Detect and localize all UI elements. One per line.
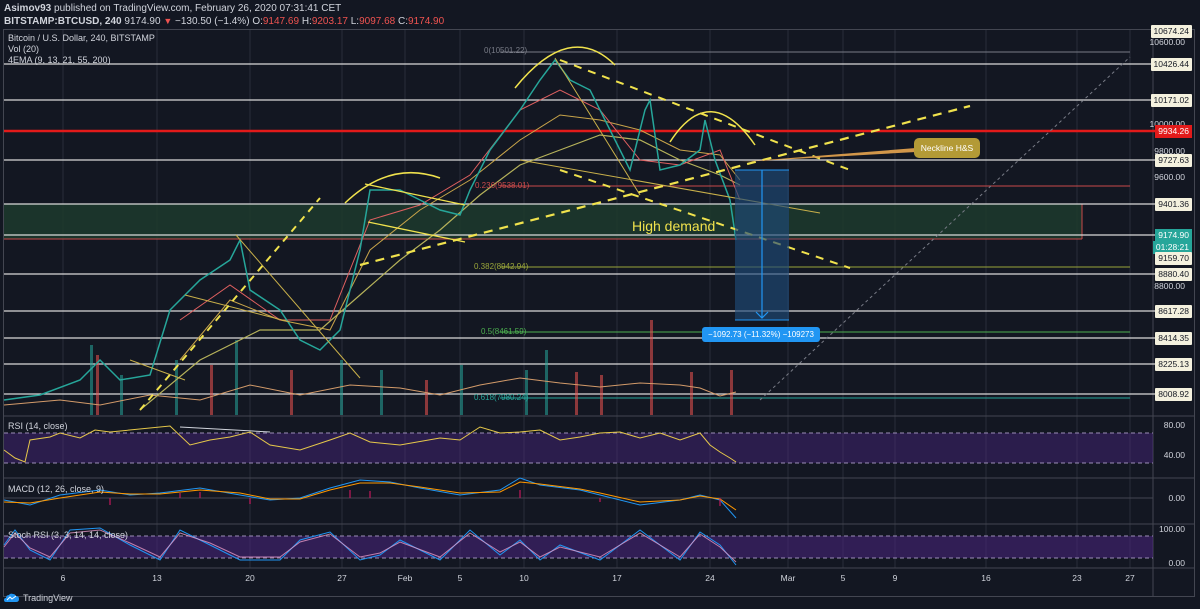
time-tick-label: 16 (981, 573, 991, 583)
price-path (3, 58, 737, 401)
price-label: 10426.44 (1150, 58, 1192, 71)
time-tick-label: 5 (840, 573, 846, 583)
time-tick-label: 23 (1072, 573, 1082, 583)
price-label: 10674.24 (1150, 25, 1192, 38)
chart-legend: Bitcoin / U.S. Dollar, 240, BITSTAMP Vol… (8, 33, 155, 66)
time-tick-label: 9 (892, 573, 898, 583)
stoch-d-line (3, 529, 737, 563)
tradingview-branding[interactable]: TradingView (4, 593, 73, 603)
published-text: published on TradingView.com, February 2… (54, 3, 342, 14)
fib-0-label: 0(10501.22) (484, 46, 528, 55)
last-price: 9174.90 (124, 16, 161, 27)
indicator-axis-label: 100.00 (1159, 524, 1185, 534)
high-demand-label[interactable]: High demand (632, 218, 716, 234)
volume-bars (90, 320, 733, 415)
ema-200-line (139, 134, 741, 411)
neckline-pointer (740, 148, 916, 162)
price-label: 8225.13 (1155, 358, 1192, 371)
price-label: 8800.00 (1154, 281, 1185, 291)
price-label: 9800.00 (1154, 146, 1185, 156)
trendlines[interactable] (129, 46, 971, 411)
price-label: 9159.70 (1155, 252, 1192, 265)
chart-frame[interactable] (3, 29, 1195, 597)
high-demand-zone[interactable] (4, 204, 1082, 239)
price-label: 10000.00 (1149, 119, 1185, 129)
projection-line (759, 56, 1131, 401)
price-label: 9727.63 (1155, 154, 1192, 167)
price-label: 01:28:21 (1152, 241, 1192, 254)
price-label: 10171.02 (1150, 94, 1192, 107)
ema-legend[interactable]: 4EMA (9, 13, 21, 55, 200) (8, 55, 111, 65)
vol-legend[interactable]: Vol (20) (8, 44, 40, 54)
price-label: 9174.90 (1155, 229, 1192, 242)
indicator-axis-label: 0.00 (1168, 493, 1185, 503)
open-value: 9147.69 (262, 16, 300, 27)
fib-0236-label: 0.236(9538.01) (475, 181, 530, 190)
price-label: 8617.28 (1155, 305, 1192, 318)
price-change: −130.50 (−1.4%) (175, 16, 250, 27)
down-triangle-icon: ▼ (163, 16, 173, 26)
indicator-axis-label: 0.00 (1168, 558, 1185, 568)
fib-0618-label: 0.618(7980.24) (474, 393, 529, 402)
author-name[interactable]: Asimov93 (4, 3, 52, 14)
vertical-grid (62, 30, 1131, 568)
time-tick-label: Mar (780, 573, 796, 583)
tradingview-cloud-icon (4, 593, 19, 602)
indicator-axis-label: 80.00 (1163, 420, 1185, 430)
fib-0382-label: 0.382(8942.94) (474, 262, 529, 271)
neckline-hs-callout[interactable]: Neckline H&S (914, 138, 980, 158)
macd-legend[interactable]: MACD (12, 26, close, 9) (8, 484, 105, 494)
rsi-divergence-line (179, 426, 271, 433)
high-value: 9203.17 (311, 16, 348, 27)
time-tick-label: 10 (519, 573, 529, 583)
tradingview-logo-text: TradingView (23, 593, 73, 603)
price-label: 9401.36 (1155, 198, 1192, 211)
fib-05-label: 0.5(8461.59) (481, 327, 527, 336)
price-label: 8880.40 (1155, 268, 1192, 281)
rsi-band (4, 433, 1153, 463)
publish-header: Asimov93 published on TradingView.com, F… (4, 3, 445, 27)
macd-histogram (109, 490, 721, 506)
time-tick-label: 24 (705, 573, 715, 583)
price-label: 9934.26 (1155, 125, 1192, 138)
time-tick-label: 17 (612, 573, 622, 583)
stoch-k-line (3, 527, 737, 566)
close-value: 9174.90 (408, 16, 445, 27)
price-label: 8414.35 (1155, 332, 1192, 345)
time-tick-label: 13 (152, 573, 162, 583)
time-tick-label: Feb (397, 573, 413, 583)
chart-title[interactable]: Bitcoin / U.S. Dollar, 240, BITSTAMP (8, 33, 155, 43)
time-tick-label: 20 (245, 573, 255, 583)
price-label: 10600.00 (1149, 37, 1185, 47)
rsi-legend[interactable]: RSI (14, close) (8, 421, 68, 431)
macd-line (3, 477, 737, 519)
time-tick-label: 27 (337, 573, 347, 583)
low-value: 9097.68 (359, 16, 396, 27)
rsi-line (3, 425, 737, 463)
pane-separators (4, 415, 1194, 569)
stoch-band (4, 536, 1153, 558)
price-label: 8008.92 (1155, 388, 1192, 401)
price-label: 9600.00 (1154, 172, 1185, 182)
macd-signal-line (3, 481, 737, 511)
time-tick-label: 6 (60, 573, 66, 583)
volume-ma-line (3, 377, 737, 406)
symbol-label: BITSTAMP:BTCUSD, 240 (4, 16, 122, 27)
time-tick-label: 27 (1125, 573, 1135, 583)
measure-label[interactable]: −1092.73 (−11.32%) −109273 (702, 327, 820, 342)
time-tick-label: 5 (457, 573, 463, 583)
stoch-legend[interactable]: Stoch RSI (3, 3, 14, 14, close) (8, 530, 129, 540)
indicator-axis-label: 40.00 (1163, 450, 1185, 460)
